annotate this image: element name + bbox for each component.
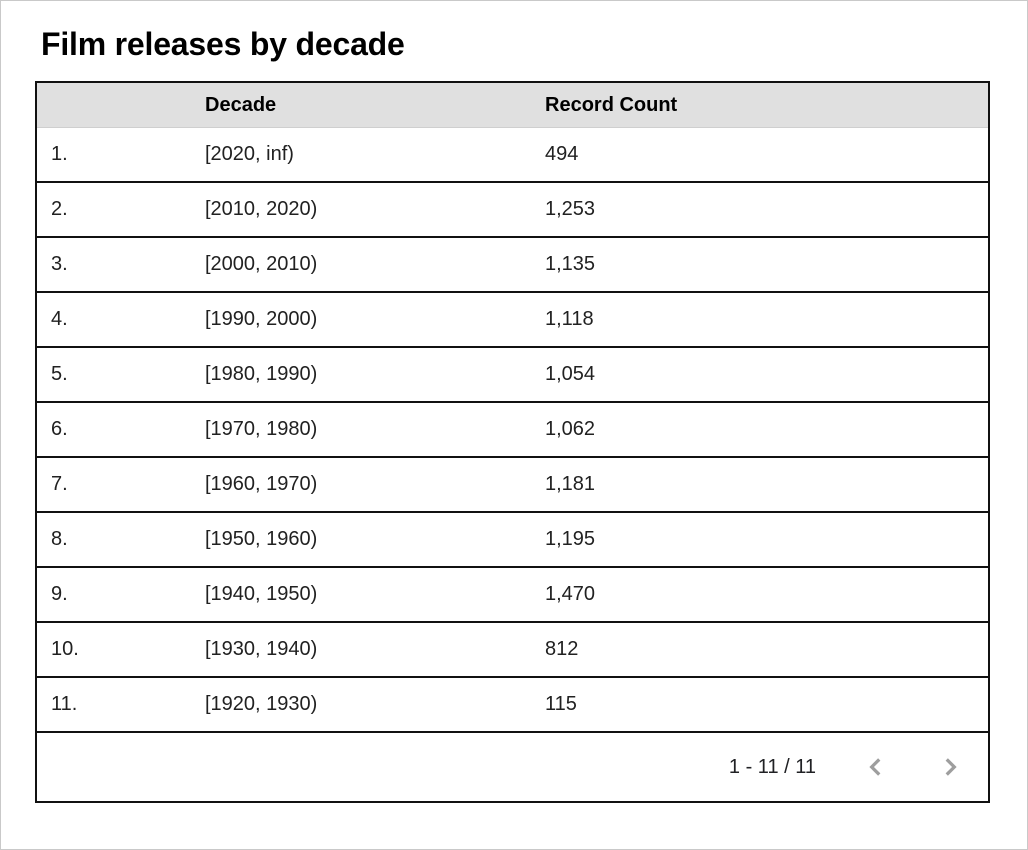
row-count: 1,118 xyxy=(545,292,988,348)
row-index: 5. xyxy=(37,347,205,403)
pagination-range-label: 1 - 11 / 11 xyxy=(728,755,816,778)
row-count: 1,195 xyxy=(545,512,988,568)
page-title: Film releases by decade xyxy=(41,26,405,62)
table-row: 10. [1930, 1940) 812 xyxy=(37,622,988,678)
table-header: Decade Record Count xyxy=(37,83,988,128)
row-decade: [1920, 1930) xyxy=(205,677,545,733)
row-count: 812 xyxy=(545,622,988,678)
table-row: 8. [1950, 1960) 1,195 xyxy=(37,512,988,568)
pagination-bar: 1 - 11 / 11 xyxy=(37,733,988,801)
column-header-record-count[interactable]: Record Count xyxy=(545,83,988,128)
row-count: 1,253 xyxy=(545,182,988,238)
row-decade: [2010, 2020) xyxy=(205,182,545,238)
row-index: 10. xyxy=(37,622,205,678)
table-row: 1. [2020, inf) 494 xyxy=(37,127,988,183)
table-body: 1. [2020, inf) 494 2. [2010, 2020) 1,253… xyxy=(37,127,988,733)
table-row: 6. [1970, 1980) 1,062 xyxy=(37,402,988,458)
row-count: 1,470 xyxy=(545,567,988,623)
row-index: 3. xyxy=(37,237,205,293)
row-count: 1,062 xyxy=(545,402,988,458)
table-row: 11. [1920, 1930) 115 xyxy=(37,677,988,733)
table-row: 4. [1990, 2000) 1,118 xyxy=(37,292,988,348)
row-index: 11. xyxy=(37,677,205,733)
next-page-button[interactable] xyxy=(936,753,964,781)
row-index: 6. xyxy=(37,402,205,458)
row-index: 9. xyxy=(37,567,205,623)
table-row: 5. [1980, 1990) 1,054 xyxy=(37,347,988,403)
header-row: Decade Record Count xyxy=(37,83,988,128)
row-index: 4. xyxy=(37,292,205,348)
table-row: 9. [1940, 1950) 1,470 xyxy=(37,567,988,623)
row-count: 1,054 xyxy=(545,347,988,403)
chevron-right-icon xyxy=(937,754,963,780)
prev-page-button[interactable] xyxy=(862,753,890,781)
row-index: 8. xyxy=(37,512,205,568)
table-card: Decade Record Count 1. [2020, inf) 494 2… xyxy=(35,81,990,803)
row-count: 1,181 xyxy=(545,457,988,513)
row-decade: [1940, 1950) xyxy=(205,567,545,623)
row-decade: [2020, inf) xyxy=(205,127,545,183)
table-row: 3. [2000, 2010) 1,135 xyxy=(37,237,988,293)
row-decade: [1990, 2000) xyxy=(205,292,545,348)
row-count: 494 xyxy=(545,127,988,183)
row-index: 7. xyxy=(37,457,205,513)
row-decade: [1930, 1940) xyxy=(205,622,545,678)
chevron-left-icon xyxy=(863,754,889,780)
row-decade: [2000, 2010) xyxy=(205,237,545,293)
data-table: Decade Record Count 1. [2020, inf) 494 2… xyxy=(37,83,988,733)
row-count: 1,135 xyxy=(545,237,988,293)
column-header-index xyxy=(37,83,205,128)
row-index: 2. xyxy=(37,182,205,238)
table-row: 2. [2010, 2020) 1,253 xyxy=(37,182,988,238)
row-decade: [1950, 1960) xyxy=(205,512,545,568)
column-header-decade[interactable]: Decade xyxy=(205,83,545,128)
row-decade: [1980, 1990) xyxy=(205,347,545,403)
row-decade: [1970, 1980) xyxy=(205,402,545,458)
row-count: 115 xyxy=(545,677,988,733)
row-decade: [1960, 1970) xyxy=(205,457,545,513)
row-index: 1. xyxy=(37,127,205,183)
table-row: 7. [1960, 1970) 1,181 xyxy=(37,457,988,513)
